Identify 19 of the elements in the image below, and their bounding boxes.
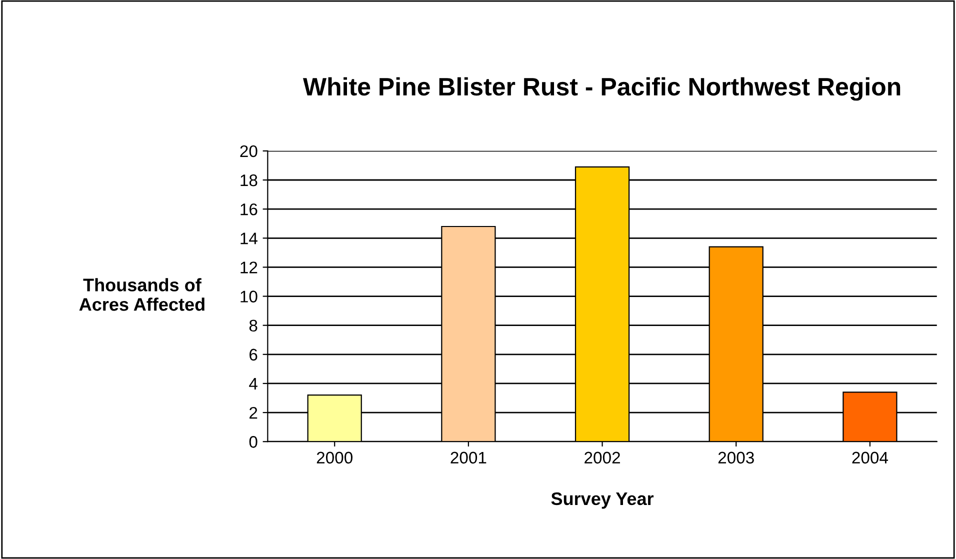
x-tick-label: 2001 (450, 452, 486, 464)
y-tick-label: 16 (240, 203, 258, 216)
y-tick-label: 20 (240, 145, 258, 158)
y-tick-label: 2 (250, 406, 258, 419)
x-tick-label: 2002 (584, 452, 620, 464)
y-tick-label: 14 (240, 232, 258, 244)
x-tick-label: 2004 (852, 452, 888, 464)
y-tick-label: 18 (240, 174, 258, 186)
y-tick-label: 10 (240, 290, 258, 302)
y-axis-title: Thousands of Acres Affected (79, 278, 204, 311)
x-tick-label: 2000 (316, 452, 352, 464)
x-axis-title: Survey Year (551, 492, 654, 509)
y-tick-label: 4 (249, 378, 258, 390)
y-tick-label: 0 (249, 436, 258, 448)
y-tick-label: 12 (240, 262, 258, 274)
y-tick-label: 8 (249, 320, 258, 332)
y-tick-label: 6 (250, 348, 258, 361)
x-tick-label: 2003 (718, 452, 754, 464)
chart-title: White Pine Blister Rust - Pacific Northwest Region (302, 77, 900, 101)
